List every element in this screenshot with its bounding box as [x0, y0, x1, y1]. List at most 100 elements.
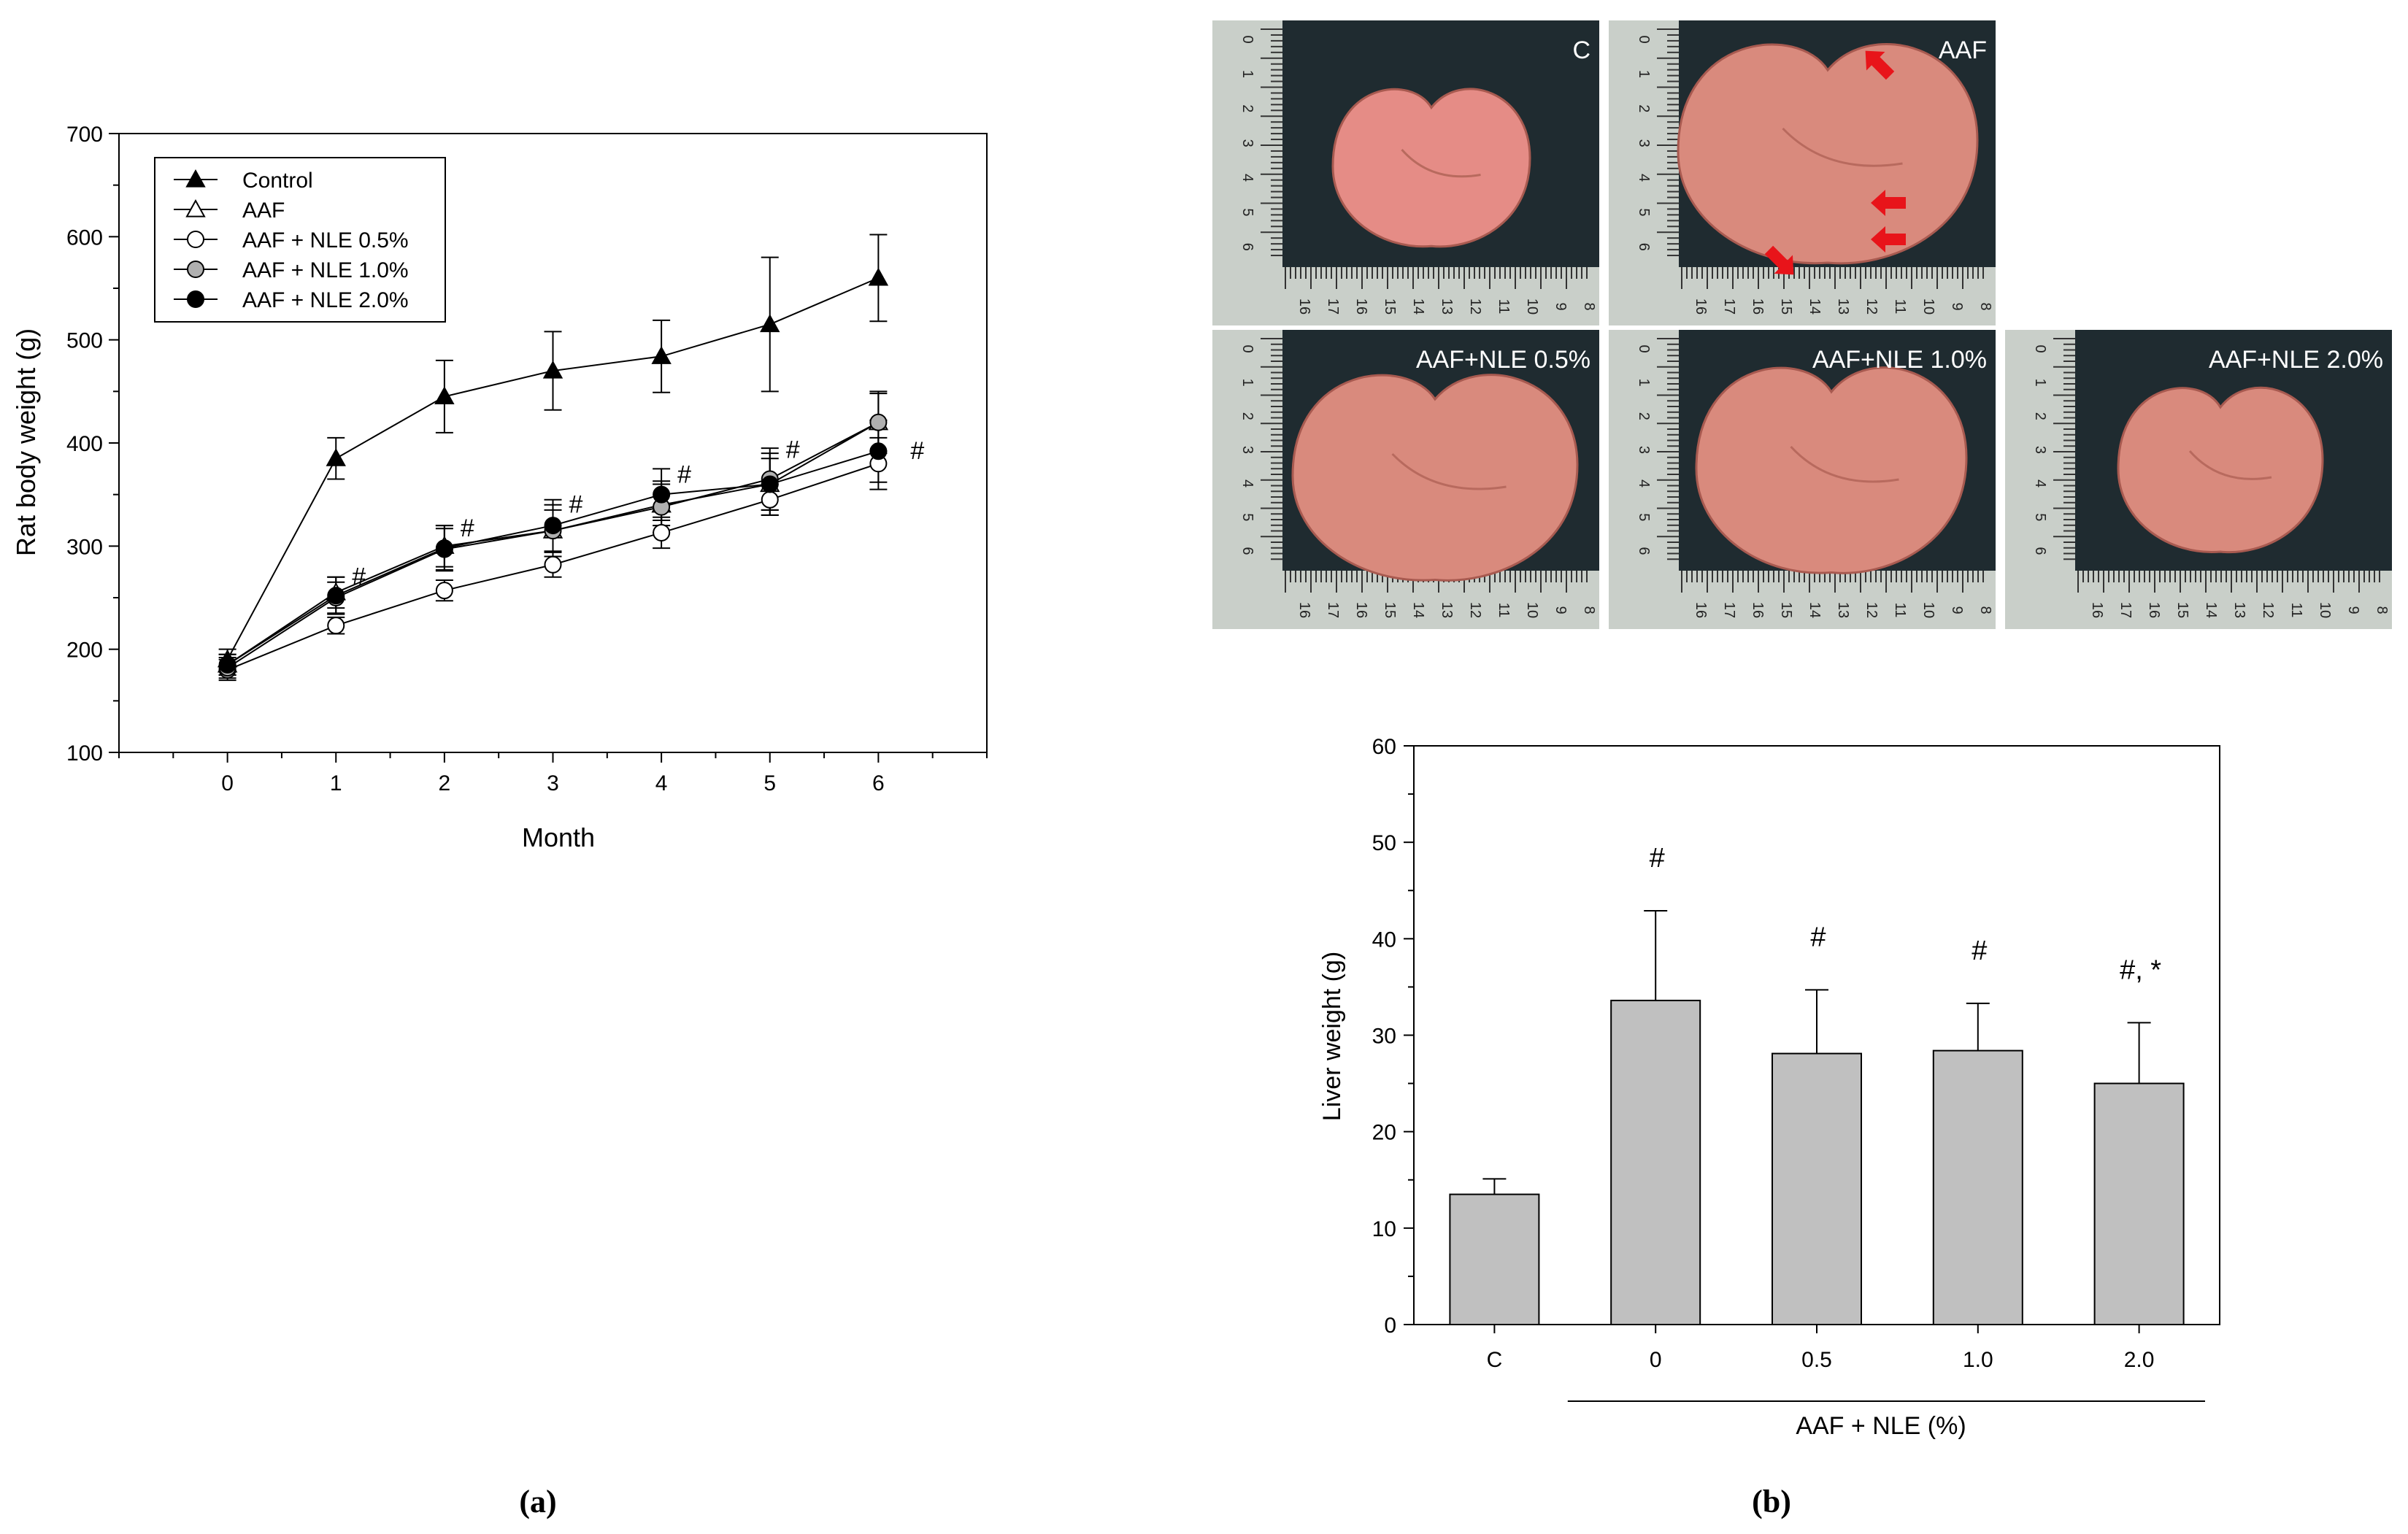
chart-a-annotations: # # # # # # [352, 436, 924, 591]
liver-lobe-line [1790, 445, 1899, 483]
ruler-number: 4 [1239, 174, 1255, 182]
ruler-number: 5 [2032, 513, 2048, 521]
ruler-number: 13 [1439, 298, 1455, 315]
ruler-number: 13 [2231, 602, 2247, 618]
liver-specimen [1291, 374, 1579, 582]
ruler-number: 8 [1581, 302, 1597, 310]
ruler-number: 14 [1807, 298, 1823, 315]
photo-label: C [1572, 36, 1590, 64]
legend-marker [185, 169, 206, 188]
x-tick-label: 3 [547, 771, 559, 795]
ruler-number: 5 [1239, 513, 1255, 521]
ruler-side [1212, 20, 1282, 325]
legend-label: AAF + NLE 0.5% [242, 228, 409, 253]
ruler-number: 14 [1807, 602, 1823, 618]
ruler-number: 3 [1239, 446, 1255, 454]
ruler-number: 9 [1553, 606, 1569, 614]
chart-b-annotations: # # # #, * [1650, 843, 2162, 985]
y-tick-label: 100 [66, 741, 103, 766]
data-point-aaf-nle-0-5 [327, 617, 345, 635]
y-tick-label: 200 [66, 639, 103, 663]
ruler-number: 10 [1920, 602, 1936, 618]
chart-b-bars [1449, 910, 2185, 1326]
significance-mark: # [786, 436, 800, 464]
significance-mark: # [461, 514, 474, 542]
ruler-number: 1 [1636, 379, 1652, 387]
liver-lobe-line [1391, 452, 1507, 490]
ruler-number: 6 [2032, 547, 2048, 555]
data-point-aaf-nle-2-0 [327, 587, 345, 605]
ruler-number: 13 [1835, 298, 1851, 315]
ruler-number: 11 [1892, 299, 1908, 315]
x-tick-label: 2.0 [2124, 1348, 2155, 1372]
ruler-number: 14 [1410, 602, 1426, 618]
panel-label-b: (b) [1752, 1484, 1791, 1519]
data-point-control [326, 448, 346, 466]
ruler-number: 5 [1636, 208, 1652, 216]
ruler-number: 3 [2032, 446, 2048, 454]
ruler-number: 6 [1636, 547, 1652, 555]
x-tick-label: 0.5 [1801, 1348, 1832, 1372]
liver-weight-chart: 0 10 20 30 40 50 60 C 0 0.5 1.0 2.0 # # # #, * AAF + N… [1318, 735, 2220, 1519]
data-point-aaf-nle-0-5 [653, 523, 671, 541]
y-tick-label: 400 [66, 432, 103, 456]
ruler-number: 3 [1636, 139, 1652, 147]
ruler-number: 6 [1239, 547, 1255, 555]
y-tick-label: 40 [1372, 928, 1396, 952]
ruler-number: 17 [1721, 298, 1737, 315]
x-tick-label: 6 [872, 771, 885, 795]
ruler-number: 16 [2089, 602, 2105, 618]
bar-2-0 [2093, 1082, 2185, 1325]
ruler-number: 8 [1977, 302, 1993, 310]
ruler-number: 17 [1325, 602, 1341, 618]
data-point-aaf-nle-0-5 [544, 555, 562, 574]
ruler-number: 2 [1239, 412, 1255, 420]
ruler-number: 8 [1977, 606, 1993, 614]
significance-mark: # [1972, 936, 1987, 966]
liver-lobe-line [2188, 450, 2272, 480]
chart-a-axes: 100 200 300 400 500 600 700 0 1 2 3 4 5 6 [66, 123, 988, 795]
photo-label: AAF+NLE 2.0% [2209, 346, 2383, 374]
ruler-number: 2 [1636, 412, 1652, 420]
data-point-control [651, 346, 672, 364]
bar-0-5 [1772, 1052, 1862, 1326]
y-tick-label: 50 [1372, 831, 1396, 855]
ruler-number: 15 [1382, 602, 1398, 618]
data-point-aaf-nle-0-5 [761, 490, 779, 509]
photo-label: AAF [1939, 36, 1987, 64]
ruler-number: 11 [1496, 299, 1512, 315]
ruler-number: 6 [1636, 243, 1652, 251]
ruler-number: 12 [1467, 602, 1483, 618]
ruler-number: 15 [1778, 602, 1794, 618]
ruler-number: 11 [2288, 603, 2304, 618]
data-point-aaf-nle-2-0 [653, 485, 671, 504]
data-point-control [434, 386, 455, 404]
arrow-icon [1865, 50, 1895, 80]
ruler-number: 2 [1239, 104, 1255, 112]
y-tick-label: 60 [1372, 735, 1396, 759]
chart-b-y-axis-label: Liver weight (g) [1318, 952, 1346, 1121]
y-tick-label: 30 [1372, 1025, 1396, 1049]
data-point-control [760, 314, 780, 333]
ruler-number: 1 [1239, 379, 1255, 387]
ruler-number: 5 [1636, 513, 1652, 521]
ruler-number: 4 [1636, 174, 1652, 182]
ruler-number: 10 [1920, 298, 1936, 315]
ruler-number: 12 [1863, 298, 1880, 315]
ruler-number: 16 [1296, 298, 1312, 315]
chart-a-legend: Control AAF AAF + NLE 0.5% AAF + NLE 1.0% AA… [154, 157, 446, 323]
photo-label: AAF+NLE 0.5% [1416, 346, 1590, 374]
ruler-number: 0 [1239, 35, 1255, 43]
legend-marker [187, 261, 204, 278]
y-tick-label: 300 [66, 535, 103, 559]
liver-specimen [2117, 386, 2324, 554]
ruler-number: 16 [1693, 298, 1709, 315]
ruler-number: 4 [1636, 479, 1652, 487]
ruler-number: 14 [2203, 602, 2219, 618]
legend-label: AAF + NLE 1.0% [242, 258, 409, 282]
y-tick-label: 10 [1372, 1217, 1396, 1241]
